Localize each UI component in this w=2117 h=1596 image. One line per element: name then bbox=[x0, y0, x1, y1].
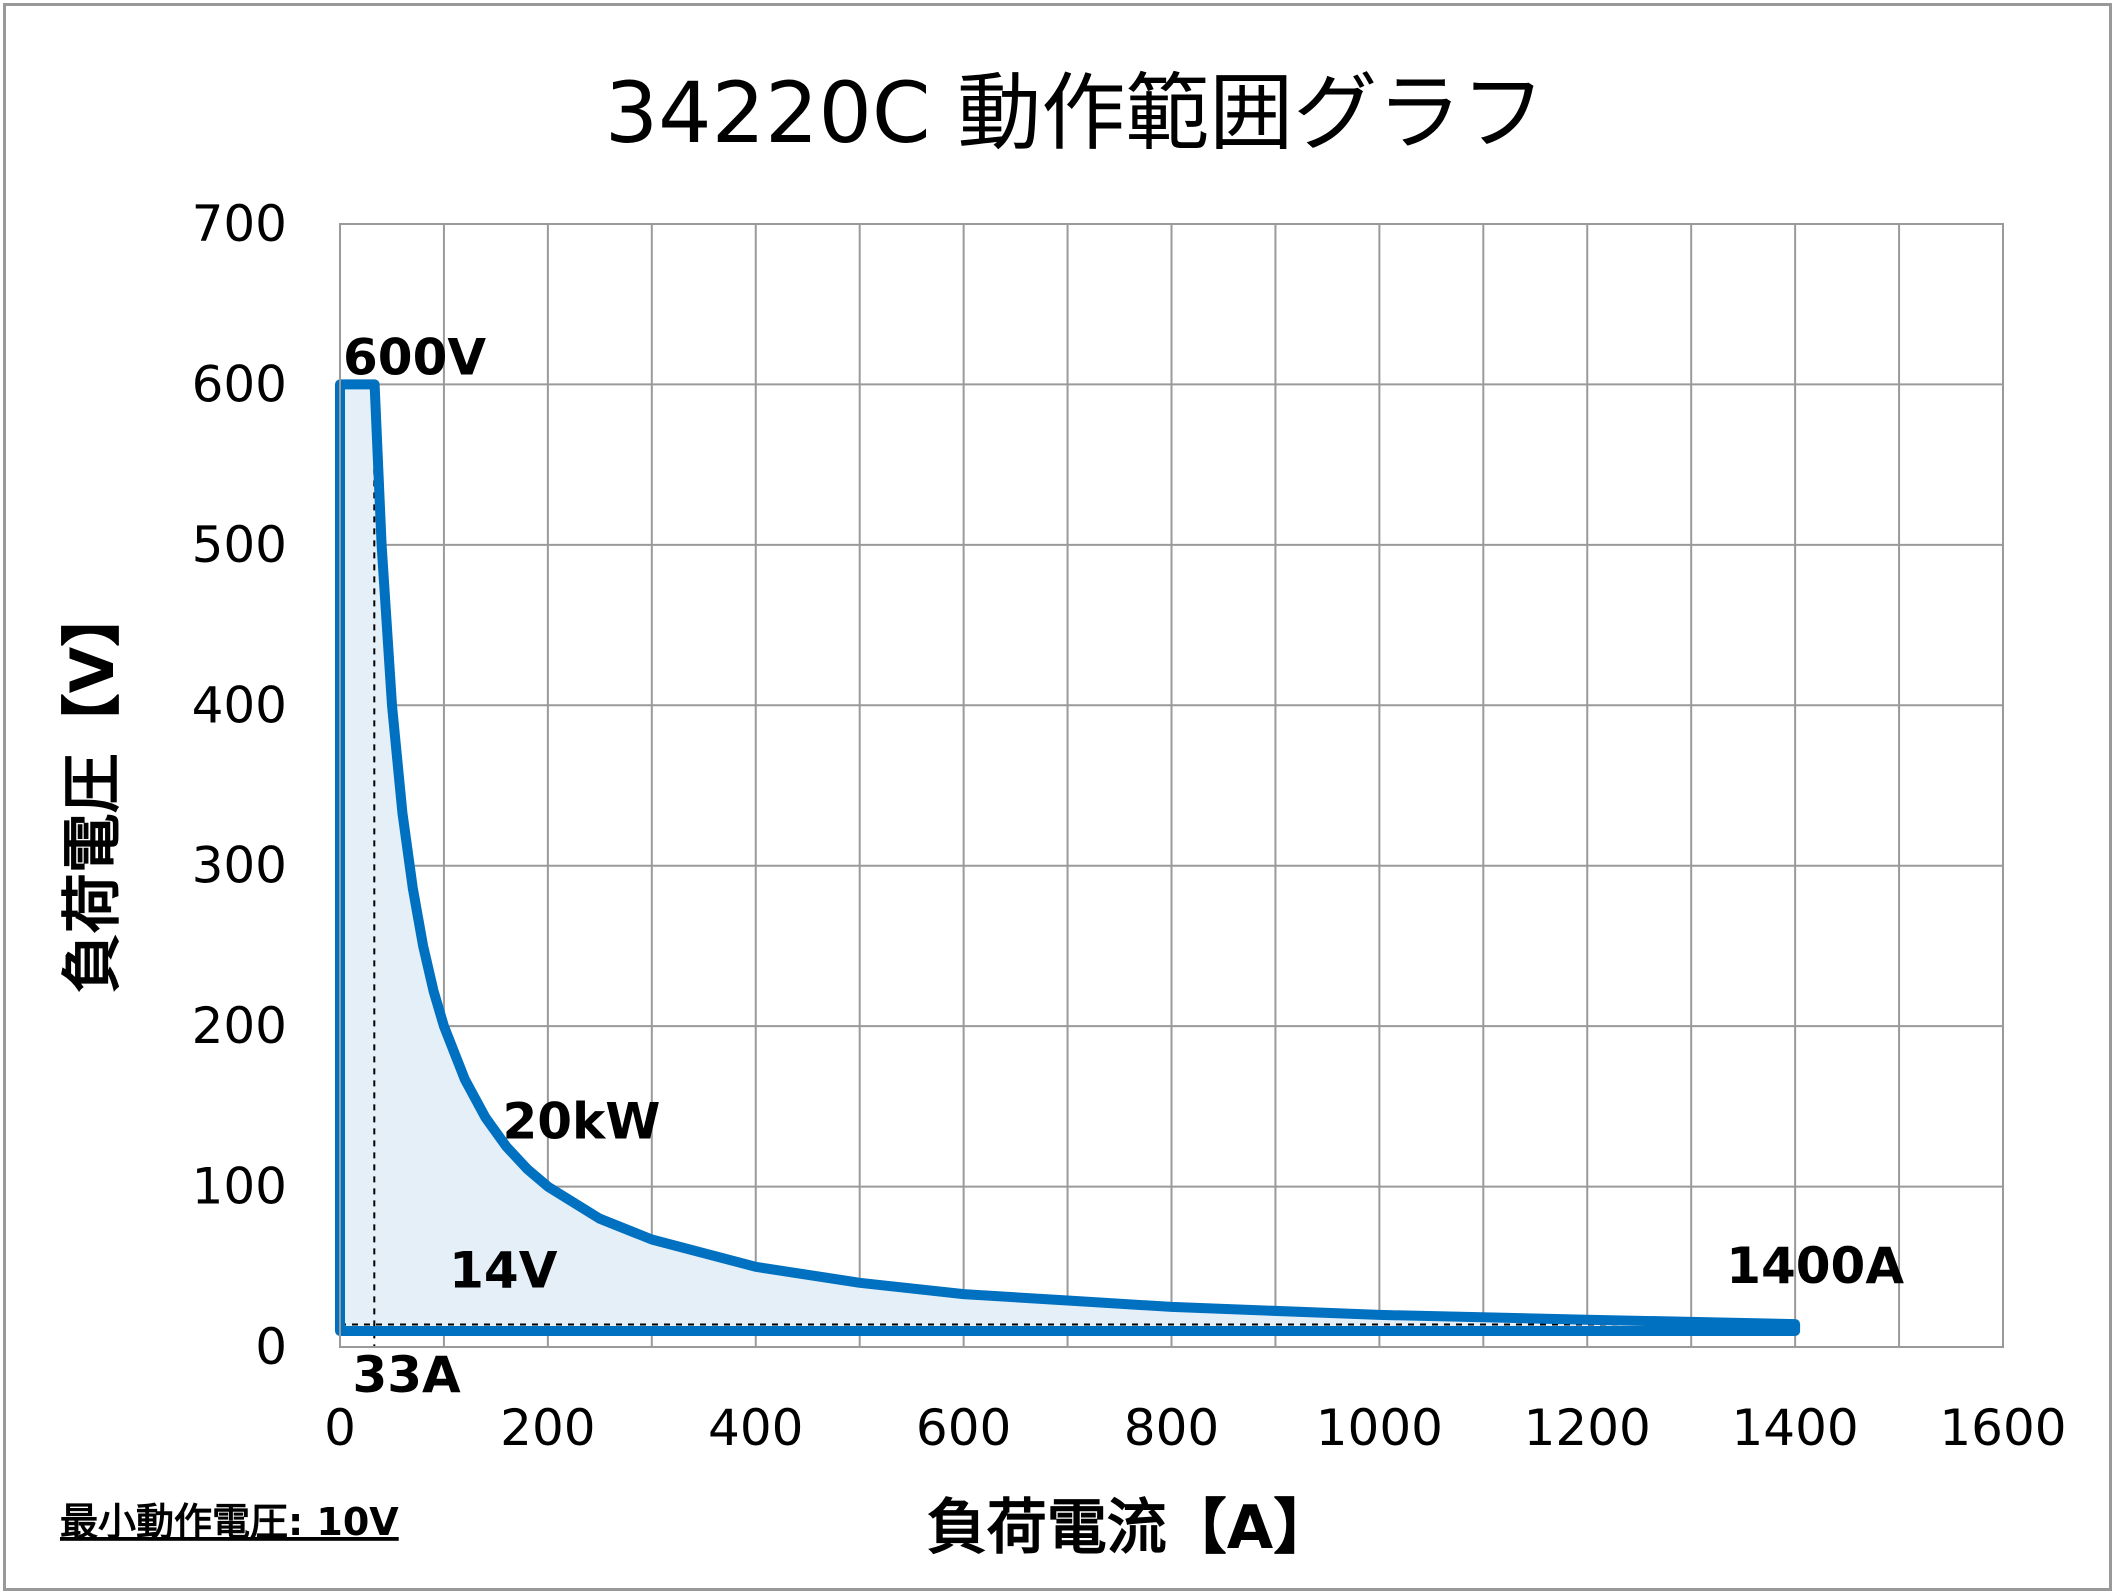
x-tick-label: 200 bbox=[500, 1399, 595, 1457]
y-tick-label: 500 bbox=[192, 516, 287, 574]
y-tick-label: 700 bbox=[192, 195, 287, 253]
annotation-label: 33A bbox=[352, 1346, 461, 1404]
y-tick-label: 200 bbox=[192, 997, 287, 1055]
y-tick-label: 600 bbox=[192, 355, 287, 413]
grid bbox=[339, 223, 2004, 1348]
chart-frame bbox=[3, 3, 2112, 1591]
x-tick-label: 0 bbox=[324, 1399, 356, 1457]
x-tick-label: 1600 bbox=[1939, 1399, 2066, 1457]
plot-border bbox=[339, 223, 2004, 1348]
x-tick-label: 1400 bbox=[1732, 1399, 1859, 1457]
x-tick-label: 1200 bbox=[1524, 1399, 1651, 1457]
y-axis-label: 負荷電圧【V】 bbox=[58, 587, 128, 993]
footnote: 最小動作電圧: 10V bbox=[60, 1500, 399, 1544]
x-axis-label: 負荷電流【A】 bbox=[927, 1493, 1333, 1563]
operating-area-outline bbox=[335, 379, 1801, 1336]
y-tick-label: 400 bbox=[192, 676, 287, 734]
x-tick-label: 1000 bbox=[1316, 1399, 1443, 1457]
x-tick-label: 800 bbox=[1124, 1399, 1219, 1457]
chart-title: 34220C 動作範囲グラフ bbox=[605, 64, 1546, 162]
annotations: 600V 20kW 14V 33A 1400A bbox=[343, 328, 1904, 1404]
y-tick-label: 0 bbox=[255, 1318, 287, 1376]
operating-area-fill bbox=[340, 384, 1796, 1331]
annotation-label: 14V bbox=[449, 1242, 558, 1300]
annotation-label: 600V bbox=[343, 328, 486, 386]
annotation-label: 20kW bbox=[502, 1092, 660, 1150]
x-tick-label: 400 bbox=[708, 1399, 803, 1457]
y-tick-label: 100 bbox=[192, 1158, 287, 1216]
tick-labels: 0 200 400 600 800 1000 1200 1400 1600 0 100 200 300 4… bbox=[192, 195, 2067, 1457]
y-tick-label: 300 bbox=[192, 837, 287, 895]
x-tick-label: 600 bbox=[916, 1399, 1011, 1457]
annotation-label: 1400A bbox=[1726, 1237, 1904, 1295]
plot-area bbox=[335, 223, 2004, 1348]
